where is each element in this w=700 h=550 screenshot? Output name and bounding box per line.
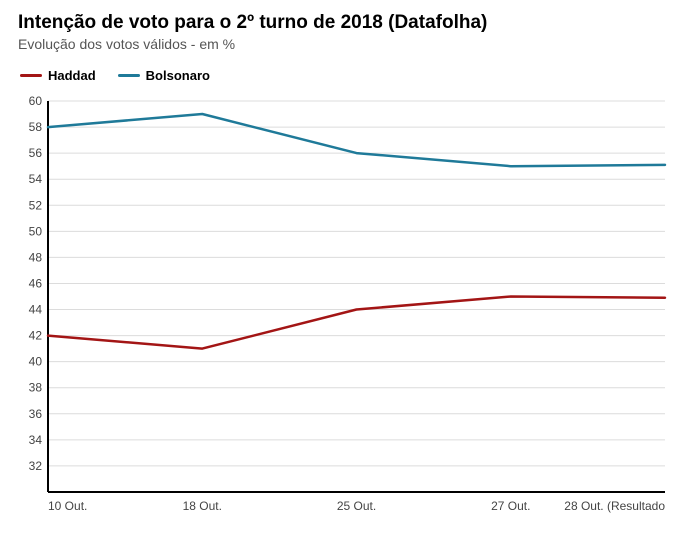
legend-label: Bolsonaro — [146, 68, 210, 83]
svg-text:36: 36 — [29, 407, 43, 421]
chart-title: Intenção de voto para o 2º turno de 2018… — [18, 12, 682, 34]
svg-text:34: 34 — [29, 433, 43, 447]
svg-text:38: 38 — [29, 381, 43, 395]
svg-text:56: 56 — [29, 146, 43, 160]
svg-text:46: 46 — [29, 276, 43, 290]
svg-text:32: 32 — [29, 459, 43, 473]
legend-swatch-haddad — [20, 74, 42, 77]
chart-subtitle: Evolução dos votos válidos - em % — [18, 36, 682, 52]
legend-item-haddad: Haddad — [20, 68, 96, 83]
line-chart-svg: 32 34 36 38 40 42 44 46 48 50 52 54 56 58 60 10 Out. 18 … — [18, 95, 673, 520]
svg-text:25 Out.: 25 Out. — [337, 499, 376, 513]
chart-area: 32 34 36 38 40 42 44 46 48 50 52 54 56 58 60 10 Out. 18 … — [18, 95, 673, 520]
svg-text:18 Out.: 18 Out. — [183, 499, 222, 513]
svg-text:50: 50 — [29, 224, 43, 238]
svg-text:60: 60 — [29, 95, 43, 108]
legend: Haddad Bolsonaro — [20, 68, 682, 83]
svg-text:58: 58 — [29, 120, 43, 134]
svg-text:48: 48 — [29, 250, 43, 264]
svg-text:44: 44 — [29, 303, 43, 317]
legend-swatch-bolsonaro — [118, 74, 140, 77]
svg-text:40: 40 — [29, 355, 43, 369]
svg-text:27 Out.: 27 Out. — [491, 499, 530, 513]
svg-text:54: 54 — [29, 172, 43, 186]
svg-text:28 Out. (Resultado: 28 Out. (Resultado — [564, 499, 665, 513]
legend-item-bolsonaro: Bolsonaro — [118, 68, 210, 83]
svg-text:10 Out.: 10 Out. — [48, 499, 87, 513]
svg-text:52: 52 — [29, 198, 43, 212]
legend-label: Haddad — [48, 68, 96, 83]
svg-text:42: 42 — [29, 329, 43, 343]
